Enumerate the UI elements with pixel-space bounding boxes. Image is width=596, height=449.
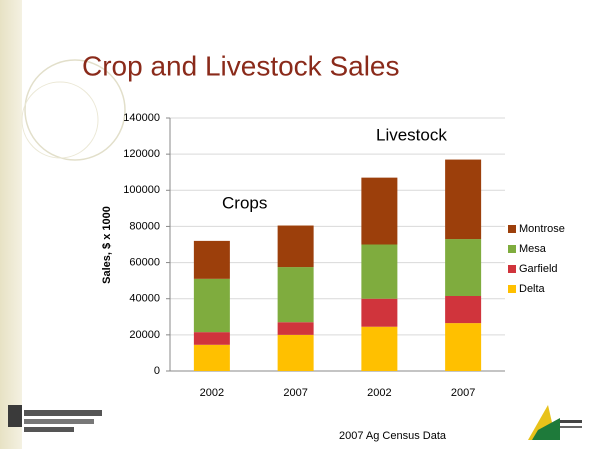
logo-left [8,405,102,432]
y-axis-label: Sales, $ x 1000 [101,206,113,284]
logo-right [528,405,582,440]
y-tick-label: 60000 [129,256,160,268]
legend-swatch [508,225,516,233]
y-tick-label: 100000 [123,184,160,196]
bar-segment [445,159,482,240]
bar-segment [361,298,398,327]
bar-segment [193,278,230,333]
bar-segment [193,332,230,345]
bar-segment [277,322,314,335]
x-tick-label: 2007 [283,387,307,399]
footer: 2007 Ag Census Data [339,430,447,442]
bar-segment [193,240,230,279]
bar-segment [277,267,314,323]
x-tick-label: 2002 [200,387,224,399]
legend-swatch [508,265,516,273]
legend-swatch [508,245,516,253]
decor-circle [21,81,99,159]
bar-segment [361,177,398,245]
bar-segment [361,326,398,371]
legend-swatch [508,285,516,293]
legend-label: Delta [519,283,546,295]
bar-segment [193,344,230,371]
bar-segment [445,296,482,324]
legend-label: Garfield [519,263,558,275]
y-tick-label: 140000 [123,112,160,124]
legend-label: Montrose [519,223,565,235]
bar-segment [445,323,482,371]
bar-segment [445,239,482,297]
y-tick-label: 20000 [129,329,160,341]
x-tick-label: 2002 [367,387,391,399]
bar-segment [361,244,398,299]
y-tick-label: 120000 [123,148,160,160]
y-tick-label: 40000 [129,293,160,305]
title: Crop and Livestock Sales [82,50,400,81]
annotation: Livestock [376,125,447,144]
decor-circle [24,59,126,161]
side-strip [0,0,22,449]
bar-segment [277,225,314,268]
legend-label: Mesa [519,243,547,255]
annotation: Crops [222,193,267,212]
bar-segment [277,334,314,371]
y-tick-label: 80000 [129,220,160,232]
x-tick-label: 2007 [451,387,475,399]
y-tick-label: 0 [154,365,160,377]
